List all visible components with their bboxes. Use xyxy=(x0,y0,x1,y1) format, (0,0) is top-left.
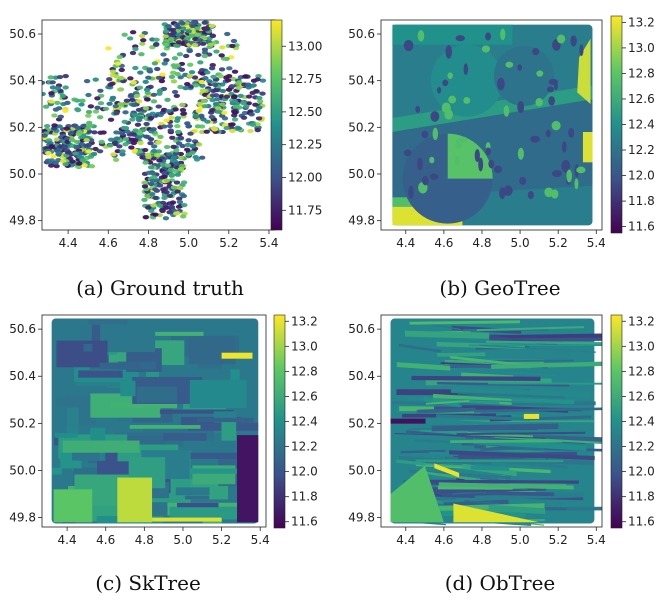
x-tick-label: 4.4 xyxy=(59,236,78,250)
colorbar-tick-label: 12.4 xyxy=(291,415,318,429)
plot-area-1 xyxy=(42,20,275,230)
panel-caption-2: (b) GeoTree xyxy=(439,276,560,300)
panel-caption-3: (c) SkTree xyxy=(95,571,201,595)
colorbar-tick-label: 12.8 xyxy=(628,66,655,80)
colorbar-tick-label: 12.6 xyxy=(291,389,318,403)
colorbar-tick-label: 12.2 xyxy=(291,440,318,454)
x-tick-label: 4.6 xyxy=(434,533,453,547)
x-tick-label: 4.4 xyxy=(396,236,415,250)
x-tick-label: 4.4 xyxy=(396,533,415,547)
colorbar-tick-label: 12.75 xyxy=(288,72,322,86)
y-tick-label: 49.8 xyxy=(348,511,375,525)
x-tick-label: 4.4 xyxy=(58,533,77,547)
y-tick-label: 50.0 xyxy=(348,167,375,181)
colorbar-tick-label: 13.0 xyxy=(628,41,655,55)
x-tick-label: 4.6 xyxy=(99,236,118,250)
colorbar-tick-label: 12.2 xyxy=(628,440,655,454)
y-tick-label: 49.8 xyxy=(9,511,36,525)
colorbar-tick-label: 11.75 xyxy=(288,203,322,217)
x-tick-label: 4.8 xyxy=(135,533,154,547)
colorbar-tick-label: 11.6 xyxy=(291,515,318,529)
colorbar-1 xyxy=(270,19,283,231)
colorbar-tick-label: 11.8 xyxy=(291,490,318,504)
x-tick-label: 4.8 xyxy=(472,236,491,250)
x-tick-label: 5.0 xyxy=(511,533,530,547)
colorbar-tick-label: 12.6 xyxy=(628,92,655,106)
x-tick-label: 5.2 xyxy=(549,533,568,547)
y-tick-label: 50.0 xyxy=(9,167,36,181)
colorbar-tick-label: 12.50 xyxy=(288,105,322,119)
x-tick-label: 4.6 xyxy=(96,533,115,547)
panel-caption-4: (d) ObTree xyxy=(445,571,556,595)
colorbar-tick-label: 13.0 xyxy=(291,339,318,353)
plot-area-4 xyxy=(381,315,602,527)
panel-caption-1: (a) Ground truth xyxy=(76,276,244,300)
y-tick-label: 50.4 xyxy=(9,369,36,383)
x-tick-label: 4.8 xyxy=(472,533,491,547)
colorbar-tick-label: 12.00 xyxy=(288,171,322,185)
colorbar-tick-label: 12.8 xyxy=(291,364,318,378)
axes-frame-3 xyxy=(41,314,267,528)
y-tick-label: 50.2 xyxy=(9,120,36,134)
colorbar-tick-label: 11.6 xyxy=(628,515,655,529)
y-tick-label: 50.0 xyxy=(9,463,36,477)
x-tick-label: 5.4 xyxy=(251,533,270,547)
colorbar-tick-label: 11.8 xyxy=(628,194,655,208)
y-tick-label: 50.2 xyxy=(348,416,375,430)
x-tick-label: 5.2 xyxy=(212,533,231,547)
colorbar-tick-label: 13.2 xyxy=(628,15,655,29)
y-tick-label: 50.6 xyxy=(348,322,375,336)
y-tick-label: 49.8 xyxy=(9,214,36,228)
x-tick-label: 5.4 xyxy=(587,236,606,250)
colorbar-tick-label: 12.2 xyxy=(628,143,655,157)
x-tick-label: 4.8 xyxy=(139,236,158,250)
colorbar-tick-label: 11.8 xyxy=(628,490,655,504)
colorbar-tick-label: 12.25 xyxy=(288,138,322,152)
colorbar-tick-label: 12.0 xyxy=(291,465,318,479)
y-tick-label: 50.6 xyxy=(348,27,375,41)
colorbar-3 xyxy=(273,314,286,529)
colorbar-tick-label: 12.6 xyxy=(628,389,655,403)
colorbar-tick-label: 12.4 xyxy=(628,118,655,132)
colorbar-tick-label: 12.8 xyxy=(628,364,655,378)
colorbar-tick-label: 12.4 xyxy=(628,415,655,429)
colorbar-tick-label: 12.0 xyxy=(628,465,655,479)
plot-area-2 xyxy=(381,20,602,230)
colorbar-tick-label: 13.0 xyxy=(628,339,655,353)
y-tick-label: 50.4 xyxy=(348,369,375,383)
y-tick-label: 50.6 xyxy=(9,322,36,336)
colorbar-tick-label: 12.0 xyxy=(628,169,655,183)
colorbar-tick-label: 13.00 xyxy=(288,39,322,53)
y-tick-label: 50.4 xyxy=(348,74,375,88)
colorbar-4 xyxy=(610,314,623,529)
axes-frame-2 xyxy=(380,19,603,231)
colorbar-tick-label: 13.2 xyxy=(628,314,655,328)
y-tick-label: 50.6 xyxy=(9,27,36,41)
x-tick-label: 5.4 xyxy=(259,236,278,250)
x-tick-label: 5.0 xyxy=(511,236,530,250)
y-tick-label: 50.2 xyxy=(9,416,36,430)
colorbar-tick-label: 11.6 xyxy=(628,220,655,234)
x-tick-label: 5.2 xyxy=(549,236,568,250)
colorbar-2 xyxy=(610,15,623,234)
y-tick-label: 50.2 xyxy=(348,120,375,134)
y-tick-label: 50.4 xyxy=(9,74,36,88)
y-tick-label: 49.8 xyxy=(348,214,375,228)
plot-area-3 xyxy=(42,315,266,527)
x-tick-label: 5.4 xyxy=(587,533,606,547)
y-tick-label: 50.0 xyxy=(348,463,375,477)
x-tick-label: 5.0 xyxy=(173,533,192,547)
colorbar-tick-label: 13.2 xyxy=(291,314,318,328)
axes-frame-4 xyxy=(380,314,603,528)
x-tick-label: 4.6 xyxy=(434,236,453,250)
x-tick-label: 5.0 xyxy=(179,236,198,250)
x-tick-label: 5.2 xyxy=(219,236,238,250)
